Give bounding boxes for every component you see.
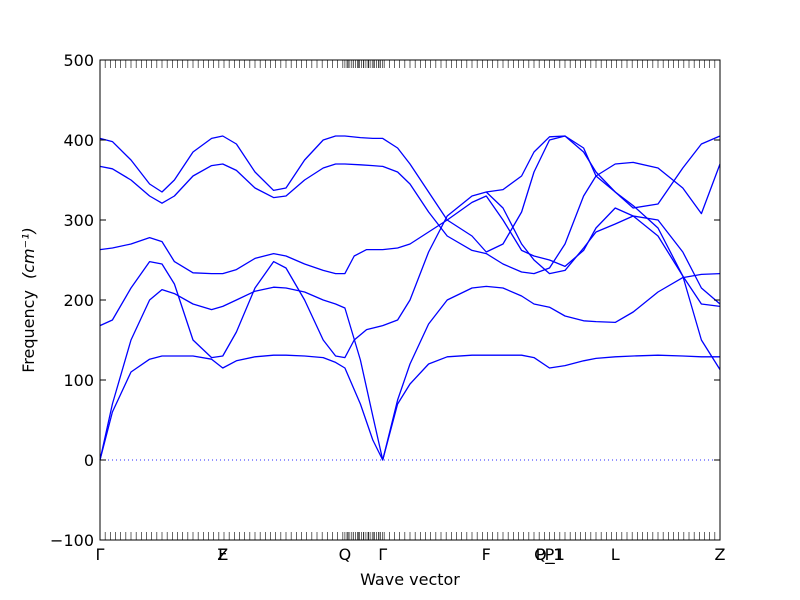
ticks-layer [99, 60, 721, 540]
y-tick-label: 0 [84, 451, 94, 470]
x-tick-label: Q [339, 545, 352, 564]
band-line-4 [99, 195, 721, 308]
x-tick-label: F [218, 545, 227, 564]
y-tick-label: 500 [63, 51, 94, 70]
y-tick-label: 100 [63, 371, 94, 390]
band-line-5 [99, 161, 721, 275]
band-line-7 [486, 135, 721, 209]
y-axis-label: Frequency (cm⁻¹) [19, 227, 38, 372]
series-layer [99, 135, 721, 461]
y-tick-labels: −100 0 100 200 300 400 500 [50, 51, 720, 550]
band-line-1 [99, 354, 720, 461]
band-line-2 [99, 272, 721, 461]
y-axis-label-text: Frequency [19, 290, 38, 373]
x-tick-label: Z [217, 545, 228, 564]
x-tick-label: Z [715, 545, 726, 564]
band-line-3 [99, 191, 721, 359]
x-tick-label: Γ [96, 545, 105, 564]
y-tick-label: 400 [63, 131, 94, 150]
x-tick-labels: Γ FZ Q Γ F PP_1Q_1 L Z [96, 545, 726, 565]
band-line-6 [99, 135, 721, 370]
x-tick-label: Γ [378, 545, 387, 564]
x-tick-label: Q_1 [534, 545, 565, 565]
y-axis-label-unit: (cm⁻¹) [19, 227, 38, 279]
y-tick-label: 200 [63, 291, 94, 310]
x-tick-label: P [545, 545, 555, 564]
y-tick-label: −100 [50, 531, 94, 550]
x-tick-label: L [611, 545, 620, 564]
x-axis-label: Wave vector [360, 570, 460, 589]
x-tick-label: P_1 [536, 545, 564, 565]
y-axis-label-group: Frequency (cm⁻¹) [19, 227, 38, 372]
x-tick-label: F [482, 545, 491, 564]
y-tick-label: 300 [63, 211, 94, 230]
